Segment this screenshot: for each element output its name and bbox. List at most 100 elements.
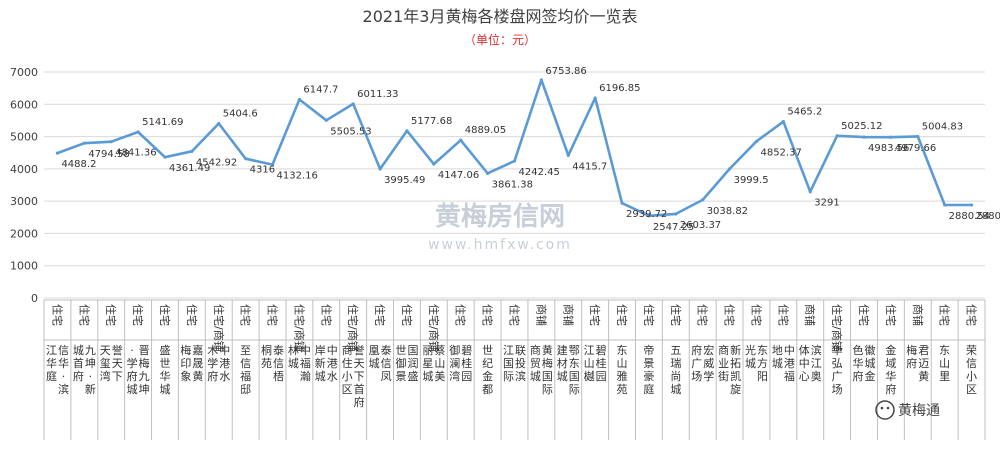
data-point-4 (163, 155, 167, 159)
data-label-14: 4147.06 (438, 170, 479, 181)
data-point-0 (55, 151, 60, 155)
category-label-14: 蔡山美丽星城 (422, 344, 445, 383)
data-label-33: 2880.54 (949, 211, 990, 222)
data-point-31 (889, 135, 893, 139)
y-tick-label-4: 4000 (10, 163, 38, 176)
data-label-16: 3861.38 (492, 179, 533, 190)
data-label-27: 5465.2 (787, 107, 822, 118)
data-label-9: 6147.7 (303, 85, 338, 96)
type-label-33: 住宅 (938, 304, 952, 326)
data-label-12: 3995.49 (384, 175, 425, 186)
category-label-4: 盛世华城 (159, 343, 170, 396)
data-point-2 (109, 140, 113, 144)
type-label-2: 住宅 (104, 304, 118, 326)
category-label-16: 世纪金都 (482, 344, 493, 396)
type-label-14: 住宅/商铺 (427, 304, 441, 352)
watermark-url: www.hmfxw.com (428, 237, 572, 253)
category-label-6: 中港水木学府 (207, 344, 230, 383)
category-label-20: 碧桂园江山樾 (584, 344, 607, 383)
category-label-3: 晋梅九坤·学府城 (127, 344, 150, 396)
logo-text: 黄梅通 (898, 402, 940, 419)
y-tick-label-6: 6000 (10, 98, 38, 111)
data-label-4: 4361.49 (169, 163, 210, 174)
data-label-32: 5004.83 (922, 121, 963, 132)
y-tick-label-5: 5000 (10, 131, 38, 144)
data-point-22 (647, 214, 651, 218)
type-label-34: 住宅 (965, 304, 979, 326)
data-point-28 (808, 190, 812, 194)
category-label-5: 嘉晟黄梅印象 (180, 343, 203, 383)
category-label-10: 中港水岸新城 (315, 344, 338, 383)
category-label-33: 东山里 (939, 344, 950, 383)
data-label-34: 2880.25 (976, 211, 1000, 222)
data-point-29 (835, 134, 839, 138)
data-label-28: 3291 (814, 198, 839, 209)
data-point-16 (486, 171, 490, 175)
data-point-17 (512, 159, 517, 163)
wechat-icon-eye-left (880, 406, 884, 410)
data-point-14 (432, 162, 436, 166)
data-label-15: 4889.05 (465, 125, 506, 136)
type-label-12: 住宅 (373, 304, 387, 326)
type-label-20: 住宅 (588, 304, 602, 326)
series-line (55, 78, 974, 218)
data-label-0: 4488.2 (61, 159, 96, 170)
category-label-19: 鄂东国际建材城 (557, 343, 580, 396)
y-tick-label-3: 3000 (10, 195, 38, 208)
category-label-8: 泰信梧桐苑 (261, 343, 284, 383)
type-label-28: 商铺 (803, 304, 817, 326)
type-label-6: 住宅/商铺 (212, 304, 226, 352)
data-point-23 (674, 212, 678, 216)
category-label-28: 滨江奥体中心 (799, 343, 822, 383)
data-point-19 (566, 153, 570, 158)
category-label-32: 君迈黄梅府 (906, 343, 929, 383)
type-label-1: 住宅 (77, 304, 91, 326)
data-label-5: 4542.92 (196, 157, 237, 168)
category-label-26: 东方阳光城 (745, 343, 768, 383)
type-label-23: 住宅 (669, 304, 683, 326)
category-label-22: 帝景豪庭 (643, 343, 654, 396)
type-label-18: 商铺 (534, 304, 548, 326)
data-label-31: 4979.66 (895, 143, 936, 154)
data-point-1 (82, 141, 86, 145)
wechat-logo: 黄梅通 (875, 400, 940, 420)
type-label-32: 商铺 (911, 304, 925, 326)
data-point-13 (405, 129, 409, 133)
data-point-21 (620, 201, 624, 205)
data-label-23: 2603.37 (680, 220, 721, 231)
data-label-6: 5404.6 (223, 109, 258, 120)
data-label-22: 2547.25 (653, 222, 694, 233)
type-label-8: 住宅 (266, 304, 280, 326)
data-label-10: 5505.53 (330, 126, 371, 137)
type-label-22: 住宅 (642, 304, 656, 326)
data-label-24: 3038.82 (707, 206, 748, 217)
category-label-34: 荣信小区 (966, 344, 977, 396)
type-label-25: 住宅 (723, 304, 737, 326)
data-point-7 (244, 157, 248, 161)
data-label-19: 4415.7 (572, 161, 607, 172)
category-label-23: 五瑞尚城 (670, 344, 681, 396)
category-axis: 住宅 住宅 住宅 住宅 住宅 住宅 住宅/商铺 住宅 住宅 住宅/商铺 住宅 住宅/商铺 住宅 住宅 住宅/… (43, 299, 986, 440)
data-label-8: 4132.16 (277, 171, 318, 182)
chart-subtitle: （单位：元） (464, 32, 536, 47)
type-label-17: 住宅 (508, 304, 522, 326)
category-label-29: 华弘广场 (832, 343, 843, 396)
data-label-13: 5177.68 (411, 116, 452, 127)
data-point-6 (217, 121, 221, 126)
data-label-25: 3999.5 (734, 175, 769, 186)
data-point-8 (270, 162, 275, 167)
data-point-30 (862, 135, 866, 139)
data-label-3: 5141.69 (142, 117, 183, 128)
type-label-4: 住宅 (158, 304, 172, 326)
type-label-29: 住宅/商铺 (830, 304, 844, 352)
data-point-20 (593, 96, 597, 100)
type-label-13: 住宅 (400, 304, 414, 326)
data-point-9 (297, 97, 302, 102)
category-label-12: 泰信凤凰城 (369, 343, 392, 383)
data-label-29: 5025.12 (841, 121, 882, 132)
data-label-1: 4794.58 (88, 149, 129, 160)
type-label-10: 住宅 (319, 304, 333, 326)
